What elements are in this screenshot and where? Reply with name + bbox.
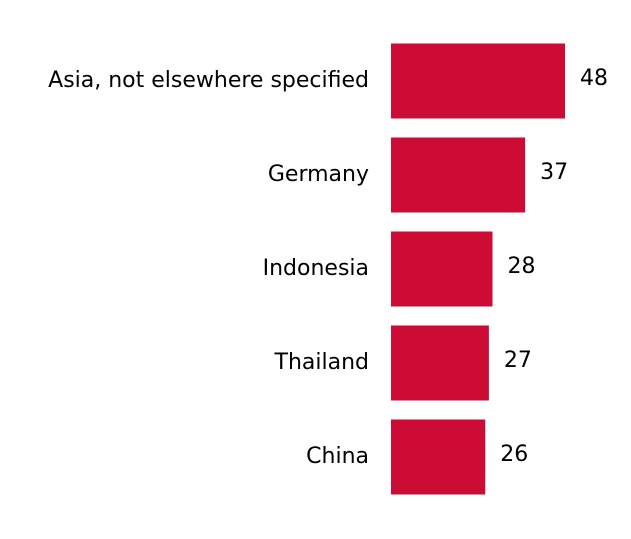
value-label: 26 xyxy=(500,442,528,467)
category-label: China xyxy=(306,444,369,469)
category-label: Asia, not elsewhere specified xyxy=(48,68,369,93)
bar xyxy=(391,231,493,307)
bar xyxy=(391,325,489,401)
value-label: 27 xyxy=(504,348,532,373)
bar xyxy=(391,137,526,213)
category-label: Thailand xyxy=(274,350,369,375)
category-label: Germany xyxy=(268,162,369,187)
value-label: 37 xyxy=(540,160,568,185)
value-label: 48 xyxy=(580,66,608,91)
bar xyxy=(391,43,565,119)
category-label: Indonesia xyxy=(263,256,369,281)
bar xyxy=(391,419,486,495)
value-label: 28 xyxy=(508,254,536,279)
